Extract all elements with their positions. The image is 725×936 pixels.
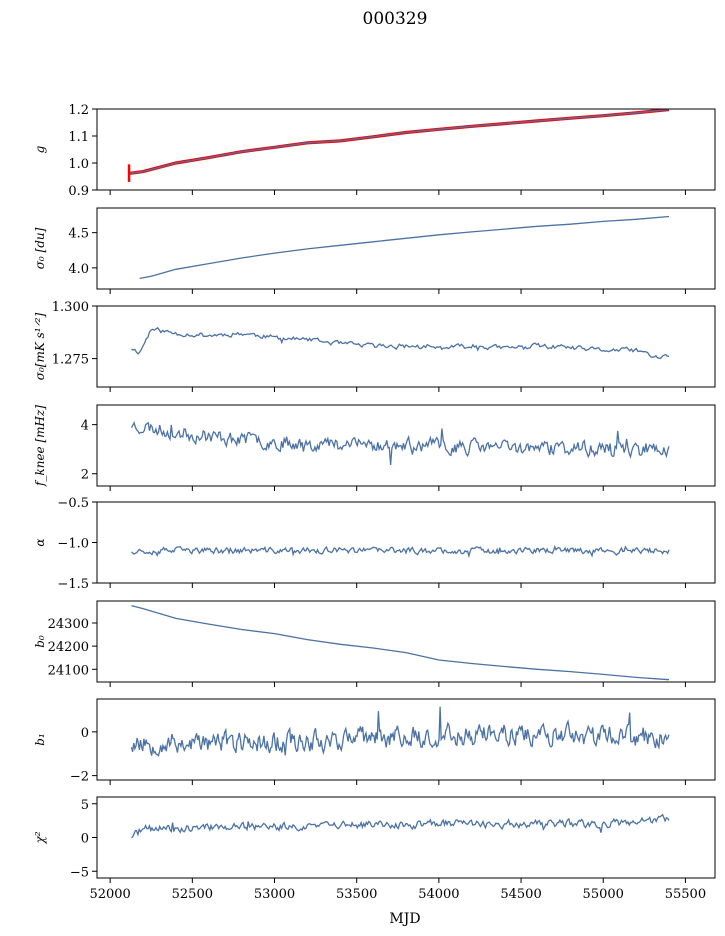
y-tick-label: 4.5 [68,227,89,242]
panel-5: −1.5 −1.0 −0.5 α [33,496,716,592]
axes-frame [96,108,716,191]
panel-3: 1.275 1.300 σ₀[mK s¹ᐟ²] [33,300,716,392]
x-tick-label: 52500 [172,887,213,902]
y-tick-label: 0 [81,726,89,741]
series-line [131,604,670,681]
axes-frame [96,796,716,879]
y-tick-label: 1.0 [68,157,89,172]
panel-8: −5 0 5 52000 52500 53000 53500 54000 54500 55000 5… [33,796,716,902]
x-tick-label: 53000 [254,887,295,902]
x-axis-label: MJD [389,911,420,927]
axes-frame [96,501,716,584]
y-tick-label: 0 [81,832,89,847]
y-axis-label: σ₀[mK s¹ᐟ²] [33,312,47,380]
y-axis-label: g [33,145,47,153]
axes-frame [96,404,716,487]
y-tick-label: 24100 [48,663,89,678]
x-tick-label: 52000 [89,887,130,902]
y-tick-label: 24300 [48,617,89,632]
y-axis-label: σ₀ [du] [33,227,47,269]
series-line [130,706,670,757]
x-tick-label: 54000 [418,887,459,902]
panel-7: −2 0 b₁ [33,698,716,785]
series-line [139,215,670,280]
x-tick-label: 55000 [583,887,624,902]
y-tick-label: 24200 [48,640,89,655]
y-axis-label: b₀ [33,635,47,648]
x-tick-label: 53500 [336,887,377,902]
y-tick-label: 4.0 [68,262,89,277]
series-line [131,813,670,839]
series-line [131,326,670,359]
series-line [129,109,670,174]
x-tick-label: 55500 [665,887,706,902]
y-tick-label: −2 [70,770,89,785]
y-tick-label: −1.0 [57,537,89,552]
y-tick-label: 1.300 [52,300,89,315]
figure-title: 000329 [363,9,428,29]
panel-2: 4.0 4.5 σ₀ [du] [33,207,716,294]
y-tick-label: 5 [81,798,89,813]
y-tick-label: 0.9 [68,184,89,199]
panels-group: 0.9 1.0 1.1 1.2 g 4.0 4.5 σ₀ [du] 1.275 1.300 σ₀[m… [33,103,716,902]
y-tick-label: 4 [81,419,89,434]
axes-frame [96,600,716,683]
series-fit-line [129,109,670,175]
axes-frame [96,698,716,781]
series-line [130,421,670,466]
panel-4: 2 4 f_knee [mHz] [33,404,716,491]
y-tick-label: −1.5 [57,577,89,592]
y-tick-label: 2 [81,468,89,483]
y-axis-label: f_knee [mHz] [33,405,47,487]
y-tick-label: 1.1 [68,130,89,145]
y-tick-label: 1.275 [52,353,89,368]
y-axis-label: χ² [33,831,47,844]
y-tick-label: 1.2 [68,103,89,118]
panel-1: 0.9 1.0 1.1 1.2 g [33,103,716,199]
axes-frame [96,207,716,290]
y-axis-label: b₁ [33,733,47,746]
y-tick-label: −0.5 [57,496,89,511]
axes-frame [96,305,716,388]
series-line [131,544,670,559]
y-tick-label: −5 [70,865,89,880]
y-axis-label: α [33,538,47,546]
x-tick-label: 54500 [500,887,541,902]
